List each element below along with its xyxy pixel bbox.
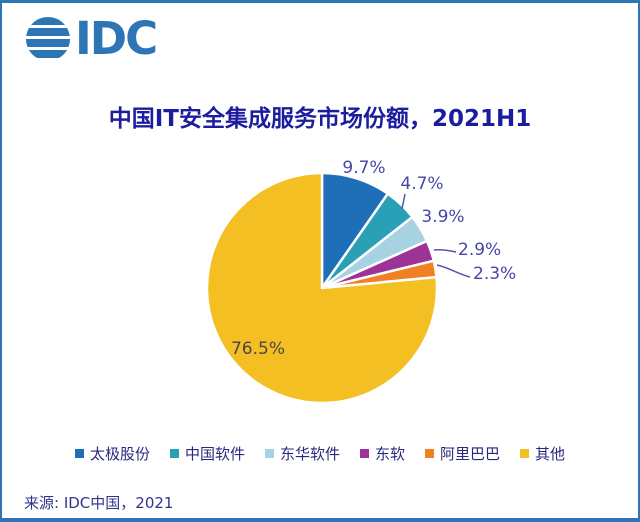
pie-value-label-2: 3.9% [421, 207, 464, 227]
legend-label: 其他 [535, 445, 566, 463]
pie-value-label-0: 9.7% [342, 158, 385, 178]
legend-label: 中国软件 [184, 445, 245, 463]
legend-label: 太极股份 [89, 445, 150, 463]
legend-item-1: 中国软件 [169, 443, 245, 464]
legend-label: 阿里巴巴 [440, 445, 501, 463]
legend-swatch-icon [425, 449, 435, 458]
pie-chart: 9.7% 4.7% 3.9% 2.9% 2.3% 76.5% [205, 158, 516, 405]
pie-value-label-4: 2.3% [473, 264, 516, 284]
pie-slice-5 [205, 171, 439, 405]
source-note: 来源: IDC中国，2021 [24, 494, 174, 512]
chart-title: 中国IT安全集成服务市场份额，2021H1 [108, 106, 532, 132]
legend-item-2: 东华软件 [264, 443, 340, 464]
pie-value-label-5: 76.5% [231, 339, 285, 359]
legend-swatch-icon [360, 449, 369, 458]
legend-swatch-icon [169, 449, 179, 458]
idc-logo-text: IDC [75, 12, 158, 65]
legend-label: 东华软件 [279, 445, 340, 463]
legend-swatch-icon [520, 449, 530, 458]
legend-item-4: 阿里巴巴 [425, 443, 500, 464]
legend-label: 东软 [375, 445, 406, 463]
legend-swatch-icon [264, 449, 274, 458]
legend-item-5: 其他 [520, 443, 565, 464]
idc-logo: IDC [26, 12, 158, 65]
legend-item-0: 太极股份 [74, 443, 150, 464]
pie-value-label-1: 4.7% [400, 174, 443, 194]
legend-swatch-icon [74, 449, 84, 458]
globe-stripes-icon [26, 17, 70, 61]
leader-line-1 [401, 193, 406, 210]
pie-value-label-3: 2.9% [458, 240, 501, 260]
leader-line-3 [433, 249, 457, 253]
leader-line-4 [436, 264, 471, 278]
legend-item-3: 东软 [360, 443, 405, 464]
chart-legend: 太极股份 中国软件 东华软件 东软 阿里巴巴 其他 [2, 443, 638, 464]
